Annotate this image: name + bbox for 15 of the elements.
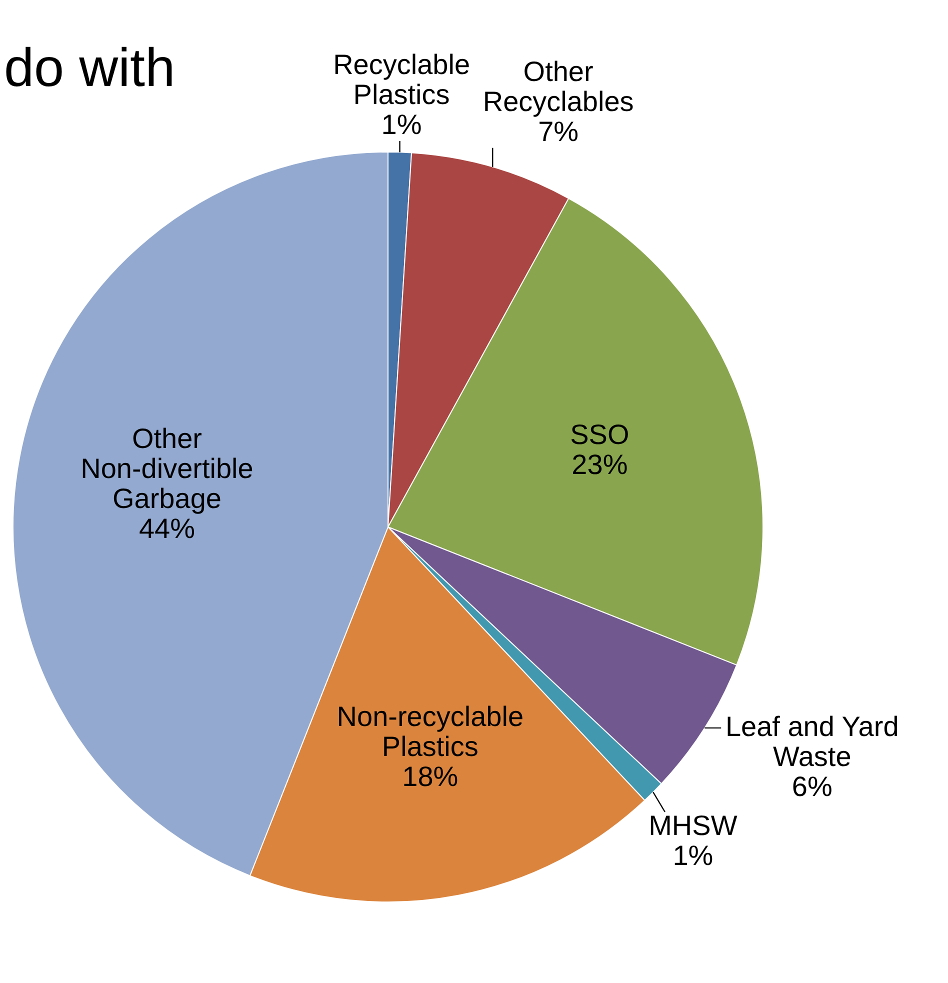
data-label: 44% bbox=[138, 512, 196, 544]
chart-title: do with bbox=[4, 38, 176, 98]
slice-label: Recyclable Plastics bbox=[333, 48, 470, 110]
data-label: 23% bbox=[572, 448, 628, 480]
slice-label: Non-recyclable Plastics bbox=[336, 701, 524, 762]
data-label: 6% bbox=[792, 771, 832, 802]
slice-label: Other Recyclables bbox=[482, 56, 634, 117]
data-label: 18% bbox=[402, 761, 458, 792]
data-label: 1% bbox=[381, 108, 422, 140]
data-label: 1% bbox=[672, 840, 714, 871]
slice-label: SSO bbox=[570, 418, 630, 450]
slice-label: MHSW bbox=[648, 810, 738, 841]
slice-label: Other Non-divertible Garbage bbox=[80, 422, 254, 514]
data-label: 7% bbox=[538, 116, 579, 147]
slice-label: Leaf and Yard Waste bbox=[725, 711, 899, 772]
